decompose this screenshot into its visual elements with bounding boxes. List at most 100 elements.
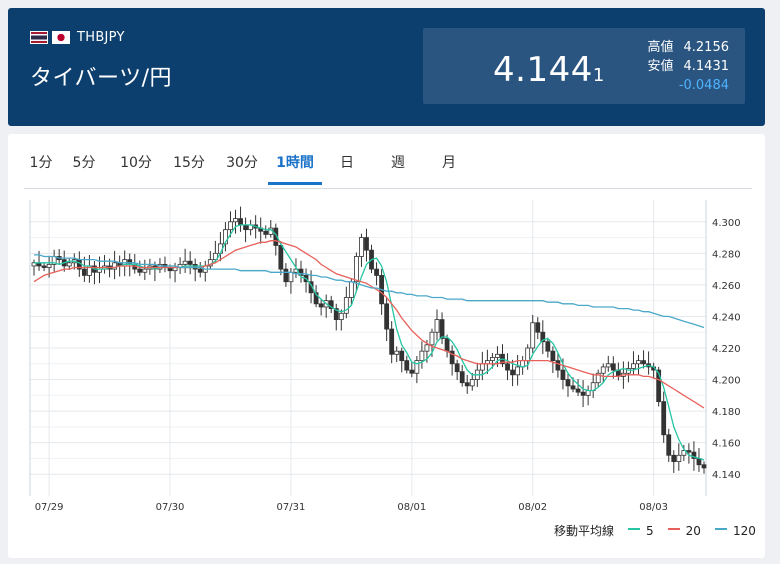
candle-body xyxy=(600,366,606,374)
candle-body xyxy=(636,360,641,365)
y-tick-label: 4.300 xyxy=(712,218,741,229)
tab-30min[interactable]: 30分 xyxy=(226,155,258,171)
candle-body xyxy=(540,331,546,343)
candle-body xyxy=(313,292,319,305)
candle-body xyxy=(671,454,677,462)
candle-body xyxy=(228,221,233,231)
tab-divider xyxy=(24,188,752,189)
candle-body xyxy=(384,303,390,330)
candle-body xyxy=(530,322,536,349)
candle-body xyxy=(66,262,72,267)
legend-swatch-120 xyxy=(714,528,727,530)
candle-body xyxy=(182,260,188,265)
candle-body xyxy=(127,259,133,265)
ma-line-20 xyxy=(33,240,705,409)
candle-body xyxy=(686,450,692,453)
candle-body xyxy=(338,312,344,321)
price-tail: 1 xyxy=(592,65,605,86)
candle-body xyxy=(187,260,193,265)
chart-legend: 移動平均線 5 20 120 xyxy=(554,522,756,539)
candle-body xyxy=(328,300,334,309)
candle-body xyxy=(197,268,203,273)
tab-10min[interactable]: 10分 xyxy=(120,155,152,171)
candle-body xyxy=(656,369,662,403)
x-tick-label: 07/31 xyxy=(277,502,306,513)
low-value: 4.1431 xyxy=(683,59,730,74)
candle-body xyxy=(595,372,601,384)
candle-body xyxy=(661,401,667,436)
candle-body xyxy=(404,360,410,371)
price-change: -0.0484 xyxy=(678,78,729,93)
candlestick-chart: 4.140 4.160 4.180 4.200 4.220 4.240 4.260 4.280… xyxy=(29,200,741,513)
y-tick-label: 4.240 xyxy=(712,312,741,323)
candle-body xyxy=(434,319,440,333)
candle-body xyxy=(278,245,284,270)
candle-body xyxy=(681,450,687,456)
candle-body xyxy=(560,369,566,380)
candle-body xyxy=(626,368,631,374)
low-label: 安値 xyxy=(647,59,674,74)
candle-body xyxy=(469,379,475,387)
candle-body xyxy=(354,256,359,283)
candle-body xyxy=(343,297,349,314)
legend-swatch-20 xyxy=(667,528,680,530)
candle-body xyxy=(641,360,646,365)
candle-body xyxy=(550,350,556,362)
candle-body xyxy=(505,363,510,371)
candle-body xyxy=(157,263,163,270)
high-value: 4.2156 xyxy=(683,40,730,55)
candle-body xyxy=(495,353,500,358)
y-tick-label: 4.280 xyxy=(712,249,741,260)
candle-body xyxy=(394,350,400,355)
chart-card: 1分 5分 10分 15分 30分 1時間 日 週 月 4.140 4.160 4.… xyxy=(8,134,765,558)
candle-body xyxy=(605,363,611,368)
tab-day[interactable]: 日 xyxy=(340,155,354,171)
x-tick-label: 08/02 xyxy=(518,502,547,513)
candle-body xyxy=(81,268,87,276)
candle-body xyxy=(318,303,324,308)
y-tick-label: 4.260 xyxy=(712,281,741,292)
candle-body xyxy=(399,350,405,362)
candle-body xyxy=(46,263,52,268)
legend-label-120: 120 xyxy=(732,523,756,538)
candle-body xyxy=(701,464,707,469)
x-tick-label: 08/03 xyxy=(639,502,668,513)
candle-body xyxy=(439,319,445,339)
candle-body xyxy=(454,363,460,373)
candle-body xyxy=(610,363,616,371)
tab-week[interactable]: 週 xyxy=(391,155,405,171)
candle-body xyxy=(429,331,435,346)
tab-1min[interactable]: 1分 xyxy=(29,155,53,171)
y-tick-label: 4.140 xyxy=(712,470,741,481)
candle-body xyxy=(223,229,228,245)
legend-title: 移動平均線 xyxy=(554,524,615,538)
high-label: 高値 xyxy=(647,40,674,55)
candle-body xyxy=(479,363,485,371)
currency-pair: THBJPY xyxy=(30,30,125,45)
y-tick-label: 4.160 xyxy=(712,439,741,450)
th-flag-icon xyxy=(30,31,48,44)
candle-body xyxy=(585,390,591,396)
candle-body xyxy=(243,224,248,231)
pair-name: タイバーツ/円 xyxy=(30,66,173,91)
legend-swatch-5 xyxy=(628,528,641,530)
candle-body xyxy=(490,357,495,362)
tab-month[interactable]: 月 xyxy=(442,155,456,171)
candle-body xyxy=(575,388,581,393)
current-price: 4.1441 xyxy=(493,50,605,90)
tab-1hour[interactable]: 1時間 xyxy=(268,152,322,185)
candle-body xyxy=(459,371,465,384)
tab-15min[interactable]: 15分 xyxy=(173,155,205,171)
candle-body xyxy=(333,308,339,321)
tab-5min[interactable]: 5分 xyxy=(72,155,96,171)
ma-line-120 xyxy=(34,254,705,329)
timeframe-tabs: 1分 5分 10分 15分 30分 1時間 日 週 月 xyxy=(24,152,474,185)
candle-body xyxy=(510,369,515,376)
candle-body xyxy=(409,369,415,374)
candle-body xyxy=(525,347,531,362)
high-low-block: 高値 4.2156 安値 4.1431 -0.0484 xyxy=(647,38,729,95)
candle-body xyxy=(424,344,430,352)
jp-flag-icon xyxy=(52,31,70,44)
candle-body xyxy=(142,268,148,273)
candle-body xyxy=(666,434,672,456)
